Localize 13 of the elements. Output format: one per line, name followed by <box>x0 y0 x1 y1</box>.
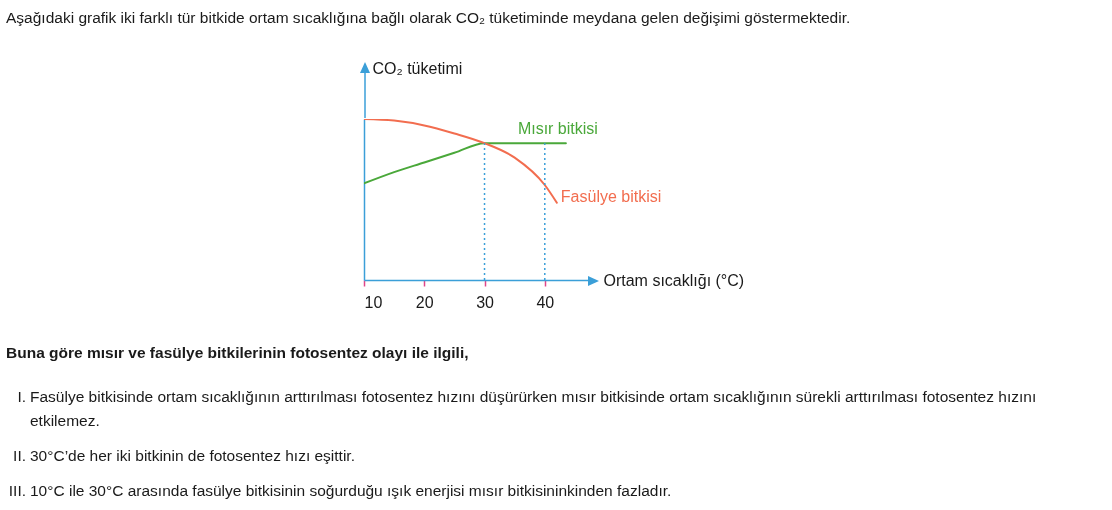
series-label: Mısır bitkisi <box>517 120 598 138</box>
chart-title: Aşağıdaki grafik iki farklı tür bitkide ortam sıcaklığına bağlı olarak CO₂ tüketiminde meydana gelen değişimi göstermektedir. <box>6 8 851 28</box>
text: II. 30°C’de her iki bitkinin de fotosentez hızı eşittir. <box>12 446 356 466</box>
x-tick-label: 40 <box>536 293 555 311</box>
x-axis-title: Ortam sıcaklığı (°C) <box>603 271 745 289</box>
x-tick-label: 30 <box>476 293 495 311</box>
y-axis-title: CO₂ tüketimi <box>372 59 463 77</box>
series-label: Fasülye bitkisi <box>560 187 662 205</box>
text: Buna göre mısır ve fasülye bitkilerinin fotosentez olayı ile ilgili, <box>5 343 470 363</box>
x-tick-label: 10 <box>364 293 383 311</box>
text: III. 10°C ile 30°C arasında fasülye bitkisinin soğurduğu ışık enerjisi mısır bitkisininkinden fazladır. <box>7 481 673 501</box>
text: I. Fasülye bitkisinde ortam sıcaklığının arttırılması fotosentez hızını düşürürken mısır bitkisinde ortam sıcaklığının sürekli arttırılması fotosentez hızını etkilemez. <box>16 387 1038 431</box>
x-tick-label: 20 <box>415 293 434 311</box>
